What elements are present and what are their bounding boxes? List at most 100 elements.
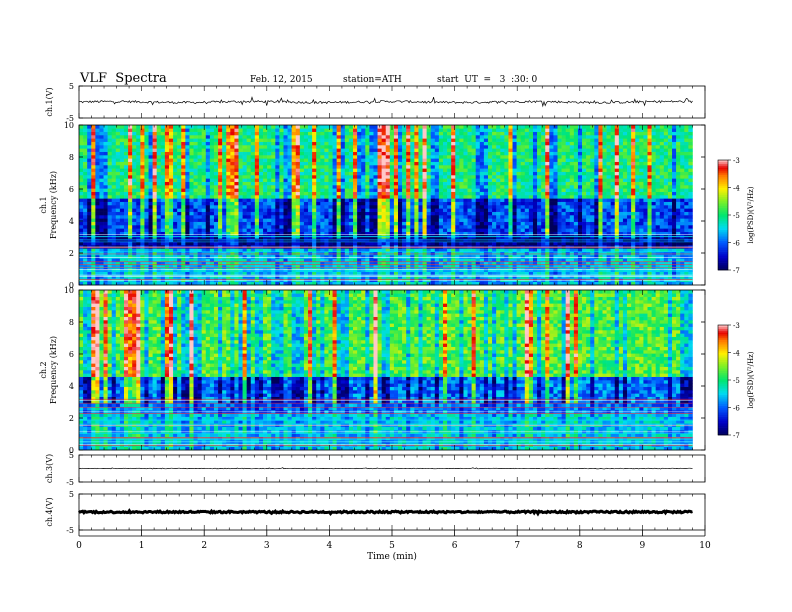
spectro-cell	[455, 231, 460, 236]
spectro-cell	[430, 178, 436, 182]
spectro-cell	[279, 185, 284, 189]
spectro-cell	[152, 125, 158, 129]
spectro-cell	[234, 138, 239, 142]
spectro-cell	[91, 255, 96, 259]
spectro-cell	[275, 151, 280, 156]
spectro-cell	[324, 195, 329, 199]
spectro-cell	[381, 191, 387, 196]
spectro-cell	[99, 158, 104, 162]
spectro-cell	[181, 205, 186, 209]
spectro-cell	[242, 211, 247, 216]
spectro-cell	[459, 185, 464, 189]
spectro-cell	[99, 281, 104, 286]
spectro-cell	[193, 248, 198, 252]
spectro-cell	[91, 241, 96, 246]
spectro-cell	[287, 208, 292, 212]
spectro-cell	[99, 148, 104, 152]
spectro-cell	[246, 141, 252, 146]
spectro-cell	[369, 225, 374, 229]
spectro-cell	[238, 125, 243, 129]
spectro-cell	[336, 148, 342, 152]
spectro-cell	[340, 188, 346, 192]
spectro-cell	[263, 248, 268, 252]
spectro-cell	[459, 198, 464, 202]
spectro-cell	[398, 231, 403, 236]
spectro-cell	[373, 208, 378, 212]
spectro-cell	[385, 215, 391, 219]
spectro-cell	[426, 231, 432, 236]
spectro-cell	[459, 225, 464, 229]
spectro-cell	[451, 181, 456, 186]
spectro-cell	[389, 165, 395, 169]
spectro-cell	[160, 218, 166, 222]
spectro-cell	[238, 201, 243, 206]
spectro-cell	[168, 125, 174, 129]
spectro-cell	[406, 125, 411, 129]
spectro-cell	[148, 128, 153, 132]
spectro-cell	[140, 271, 145, 276]
spectro-cell	[275, 128, 280, 132]
spectro-cell	[365, 275, 370, 279]
spectro-cell	[471, 255, 477, 259]
spectro-cell	[168, 158, 174, 162]
spectro-cell	[377, 255, 382, 259]
spectro-cell	[160, 198, 166, 202]
spectro-cell	[344, 141, 350, 146]
spectro-cell	[393, 258, 399, 262]
spectro-cell	[205, 281, 211, 286]
spectro-cell	[377, 221, 382, 226]
spectro-cell	[340, 228, 346, 232]
spectro-cell	[332, 141, 337, 146]
spectro-cell	[406, 228, 411, 232]
spectro-cell	[283, 255, 288, 259]
spectro-cell	[451, 251, 456, 256]
spectro-cell	[103, 178, 108, 182]
spectro-cell	[173, 251, 178, 256]
spectro-cell	[218, 175, 223, 179]
spectro-cell	[434, 265, 440, 269]
spectro-cell	[475, 165, 481, 169]
spectro-cell	[381, 151, 387, 156]
spectro-cell	[336, 178, 342, 182]
spectro-cell	[398, 161, 403, 166]
spectro-cell	[132, 145, 137, 149]
spectro-cell	[451, 178, 456, 182]
spectro-cell	[197, 255, 202, 259]
spectro-cell	[226, 168, 231, 172]
spectro-cell	[381, 148, 387, 152]
spectro-cell	[254, 128, 260, 132]
spectro-cell	[312, 215, 317, 219]
spectro-cell	[414, 148, 419, 152]
spectro-cell	[279, 138, 284, 142]
spectro-cell	[316, 131, 321, 136]
spectro-cell	[189, 131, 194, 136]
spectro-cell	[369, 191, 374, 196]
spectro-cell	[279, 225, 284, 229]
spectro-cell	[385, 198, 391, 202]
spectro-cell	[487, 201, 493, 206]
spectro-cell	[455, 131, 460, 136]
spectro-cell	[213, 128, 219, 132]
spectro-cell	[87, 178, 92, 182]
spectro-cell	[430, 195, 436, 199]
spectro-cell	[87, 138, 92, 142]
spectro-cell	[426, 161, 432, 166]
spectro-cell	[209, 198, 215, 202]
spectro-cell	[234, 185, 239, 189]
spectro-cell	[242, 231, 247, 236]
spectro-cell	[463, 191, 468, 196]
spectro-cell	[222, 138, 227, 142]
spectro-cell	[205, 188, 211, 192]
spectro-cell	[144, 155, 149, 159]
spectro-cell	[332, 208, 337, 212]
spectro-cell	[385, 181, 391, 186]
spectro-cell	[483, 131, 489, 136]
spectro-cell	[471, 211, 477, 216]
spectro-cell	[148, 131, 153, 136]
spectro-cell	[467, 215, 472, 219]
spectro-cell	[128, 271, 133, 276]
spectro-cell	[443, 241, 448, 246]
spectro-cell	[83, 178, 88, 182]
spectro-cell	[99, 145, 104, 149]
spectro-cell	[459, 168, 464, 172]
